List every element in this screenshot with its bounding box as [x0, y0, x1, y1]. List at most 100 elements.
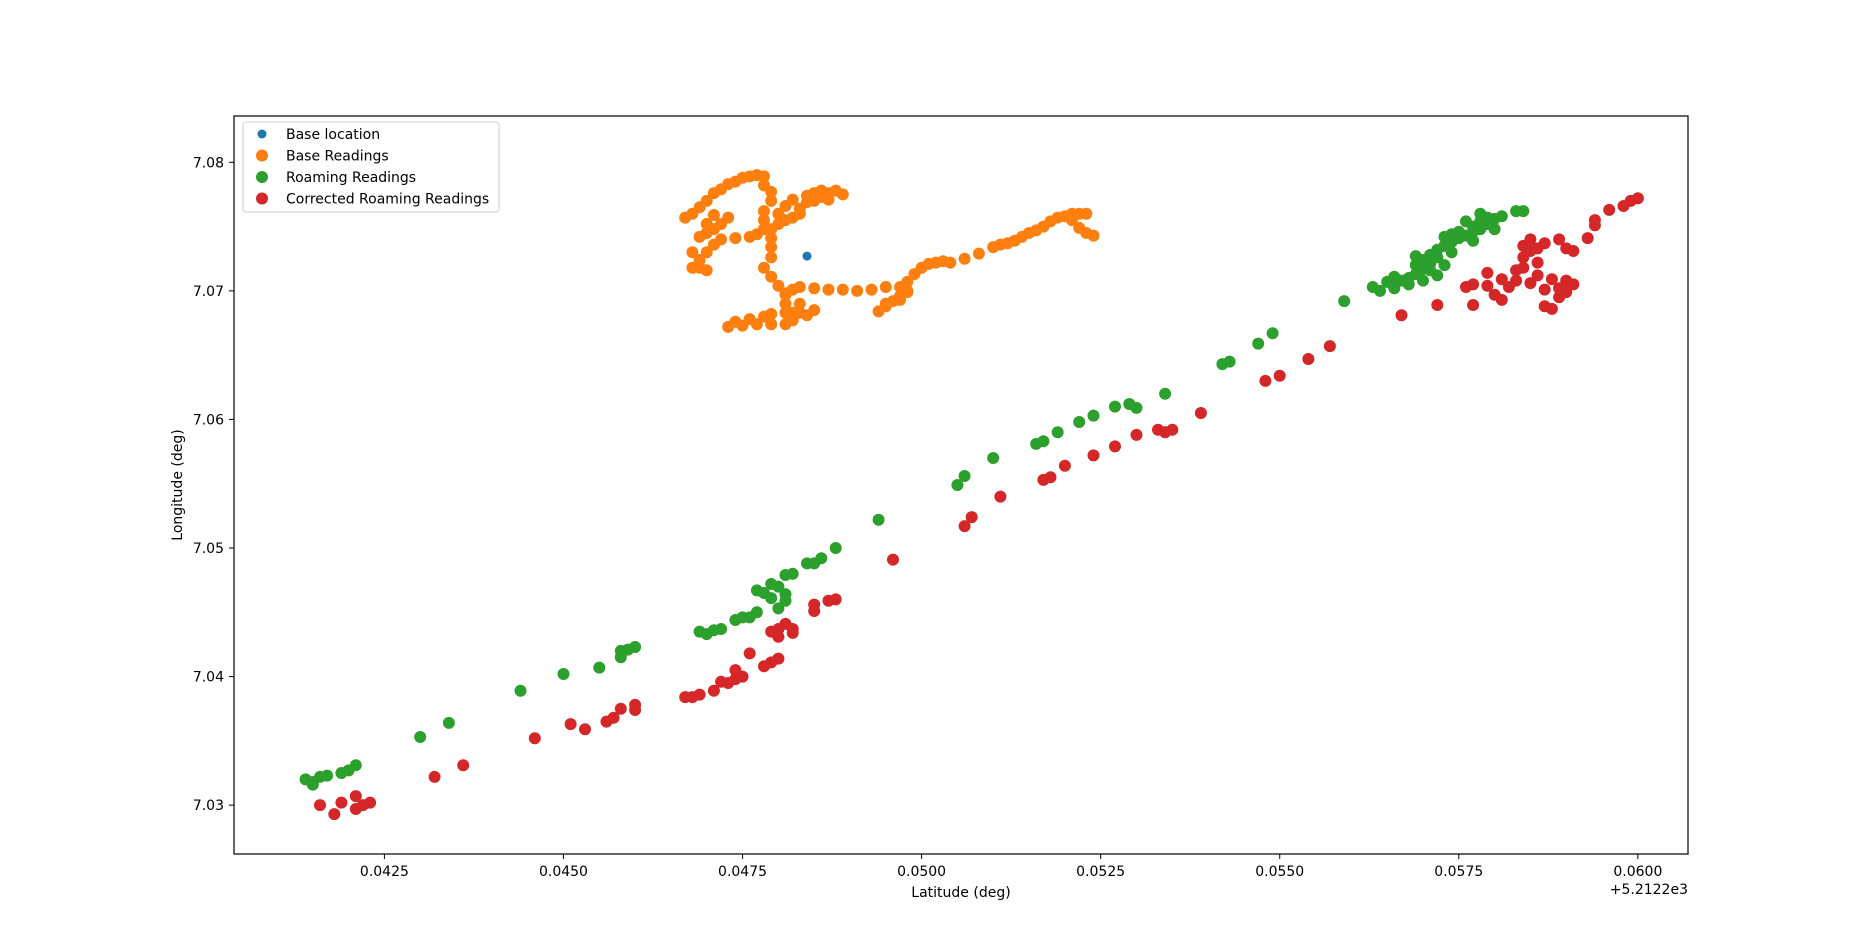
data-point: [557, 668, 570, 680]
data-point: [758, 261, 770, 274]
data-point: [851, 284, 864, 297]
data-point: [829, 593, 842, 606]
data-point: [1087, 229, 1100, 242]
data-point: [1374, 284, 1386, 297]
plot-frame: [233, 115, 1689, 855]
points-layer: [299, 169, 1644, 821]
data-point: [1073, 416, 1086, 428]
series-1: [679, 169, 1100, 333]
data-point: [1259, 374, 1272, 387]
legend-label-roaming-readings: Roaming Readings: [286, 170, 416, 186]
legend-entry-roaming-readings: Roaming Readings: [256, 170, 416, 186]
data-point: [786, 567, 799, 580]
legend-marker-roaming-readings: [256, 171, 268, 183]
legend: Base location Base Readings Roaming Read…: [242, 121, 500, 213]
data-point: [629, 698, 642, 711]
data-point: [793, 297, 806, 310]
data-point: [1109, 440, 1121, 453]
data-point: [729, 315, 742, 328]
data-point: [758, 214, 770, 227]
data-point: [836, 188, 849, 201]
data-point: [836, 283, 849, 296]
data-point: [958, 252, 971, 265]
data-point: [736, 670, 749, 683]
data-point: [700, 194, 713, 207]
data-point: [972, 247, 985, 260]
data-point: [1517, 205, 1530, 218]
data-point: [1223, 355, 1236, 368]
data-point: [772, 630, 785, 643]
data-point: [1524, 277, 1537, 290]
data-point: [765, 592, 778, 605]
data-point: [349, 790, 362, 803]
data-point: [865, 283, 878, 296]
data-point: [686, 246, 699, 259]
data-point: [1409, 250, 1422, 263]
data-point: [779, 588, 792, 601]
data-point: [1517, 261, 1530, 274]
legend-frame: [242, 121, 500, 213]
data-point: [1395, 309, 1408, 322]
data-point: [1553, 233, 1566, 246]
data-point: [528, 732, 541, 745]
data-point: [1194, 407, 1207, 419]
data-point: [306, 778, 319, 791]
data-point: [1159, 387, 1172, 400]
data-point: [457, 759, 470, 772]
x-tick-label: 0.0550: [1255, 864, 1304, 880]
data-point: [1431, 269, 1444, 282]
data-point: [579, 723, 591, 736]
legend-marker-base-readings: [256, 149, 268, 162]
data-point: [901, 275, 914, 288]
legend-label-base-location: Base location: [286, 127, 380, 143]
data-point: [743, 313, 756, 326]
data-point: [765, 241, 778, 254]
data-point: [1545, 302, 1558, 315]
data-point: [1467, 278, 1480, 291]
data-point: [822, 193, 835, 206]
data-point: [1495, 293, 1508, 306]
data-point: [364, 796, 377, 809]
data-point: [772, 652, 785, 665]
data-point: [1588, 214, 1601, 227]
data-point: [1066, 214, 1078, 227]
data-point: [729, 232, 742, 245]
data-point: [1481, 279, 1494, 292]
data-point: [765, 185, 778, 198]
data-point: [765, 270, 778, 283]
data-point: [314, 799, 326, 812]
data-point: [829, 542, 842, 554]
y-tick-label: 7.05: [193, 541, 224, 557]
y-tick-label: 7.03: [193, 798, 224, 814]
data-point: [1567, 278, 1580, 291]
data-point: [1051, 426, 1064, 439]
data-point: [700, 246, 713, 259]
x-tick-label: 0.0525: [1076, 864, 1125, 880]
data-point: [1538, 283, 1551, 296]
data-point: [779, 318, 792, 331]
data-point: [564, 718, 577, 731]
data-point: [1058, 459, 1071, 472]
legend-marker-corrected-roaming-readings: [256, 192, 268, 205]
data-point: [321, 769, 334, 782]
y-axis-label: Longitude (deg): [170, 429, 186, 540]
data-point: [1252, 337, 1265, 350]
data-point: [786, 626, 799, 639]
data-point: [1431, 299, 1444, 311]
data-point: [442, 716, 455, 729]
data-point: [1044, 471, 1057, 484]
legend-label-corrected-roaming-readings: Corrected Roaming Readings: [286, 192, 489, 208]
data-point: [793, 281, 806, 293]
data-point: [707, 684, 720, 697]
data-point: [808, 605, 821, 617]
data-point: [1266, 327, 1279, 340]
data-point: [614, 702, 627, 715]
data-point: [1567, 245, 1580, 257]
x-tick-label: 0.0450: [539, 864, 588, 880]
legend-entry-base-location: Base location: [257, 127, 380, 143]
series-2: [299, 205, 1530, 791]
data-point: [872, 305, 885, 318]
x-tick-label: 0.0600: [1613, 864, 1662, 880]
y-tick-label: 7.06: [193, 412, 224, 428]
series-3: [314, 192, 1644, 821]
